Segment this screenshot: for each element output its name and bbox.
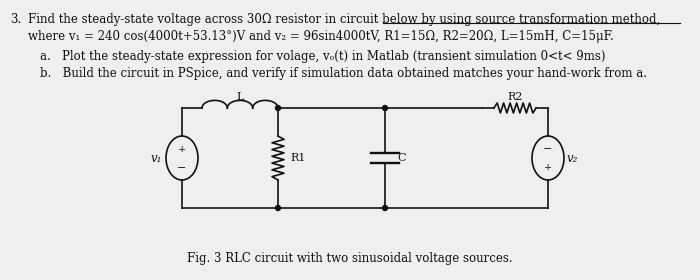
- Text: −: −: [543, 144, 553, 154]
- Text: v₁: v₁: [150, 151, 162, 165]
- Circle shape: [382, 106, 388, 111]
- Text: 3.: 3.: [10, 13, 21, 26]
- Circle shape: [382, 206, 388, 211]
- Text: Fig. 3 RLC circuit with two sinusoidal voltage sources.: Fig. 3 RLC circuit with two sinusoidal v…: [187, 252, 513, 265]
- Text: C: C: [397, 153, 405, 163]
- Text: Find the steady-state voltage across 30Ω resistor in circuit below by using sour: Find the steady-state voltage across 30Ω…: [28, 13, 660, 26]
- Text: v₂: v₂: [566, 151, 578, 165]
- Circle shape: [276, 106, 281, 111]
- Text: +: +: [178, 144, 186, 153]
- Text: b.   Build the circuit in PSpice, and verify if simulation data obtained matches: b. Build the circuit in PSpice, and veri…: [40, 67, 647, 80]
- Text: where v₁ = 240 cos(4000t+53.13°)V and v₂ = 96sin4000tV, R1=15Ω, R2=20Ω, L=15mH, : where v₁ = 240 cos(4000t+53.13°)V and v₂…: [28, 30, 614, 43]
- Circle shape: [276, 206, 281, 211]
- Text: R2: R2: [508, 92, 523, 102]
- Text: R1: R1: [290, 153, 305, 163]
- Text: L: L: [237, 92, 244, 102]
- Text: +: +: [544, 164, 552, 172]
- Text: −: −: [177, 163, 187, 173]
- Text: a.   Plot the steady-state expression for volage, vₒ(t) in Matlab (transient sim: a. Plot the steady-state expression for …: [40, 50, 605, 63]
